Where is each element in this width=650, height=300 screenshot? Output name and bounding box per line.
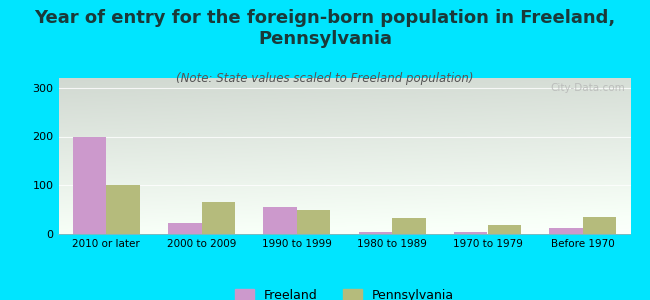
Text: City-Data.com: City-Data.com [550, 83, 625, 93]
Bar [454, 232, 488, 234]
Text: (Note: State values scaled to Freeland population): (Note: State values scaled to Freeland p… [176, 72, 474, 85]
Bar [488, 225, 521, 234]
Bar [359, 232, 392, 234]
Bar [263, 207, 297, 234]
Bar [106, 185, 140, 234]
Bar [549, 228, 583, 234]
Bar [202, 202, 235, 234]
Bar [583, 217, 616, 234]
Bar [297, 210, 330, 234]
Legend: Freeland, Pennsylvania: Freeland, Pennsylvania [230, 284, 459, 300]
Bar [73, 136, 106, 234]
Bar [168, 223, 202, 234]
Bar [392, 218, 426, 234]
Text: Year of entry for the foreign-born population in Freeland,
Pennsylvania: Year of entry for the foreign-born popul… [34, 9, 616, 48]
